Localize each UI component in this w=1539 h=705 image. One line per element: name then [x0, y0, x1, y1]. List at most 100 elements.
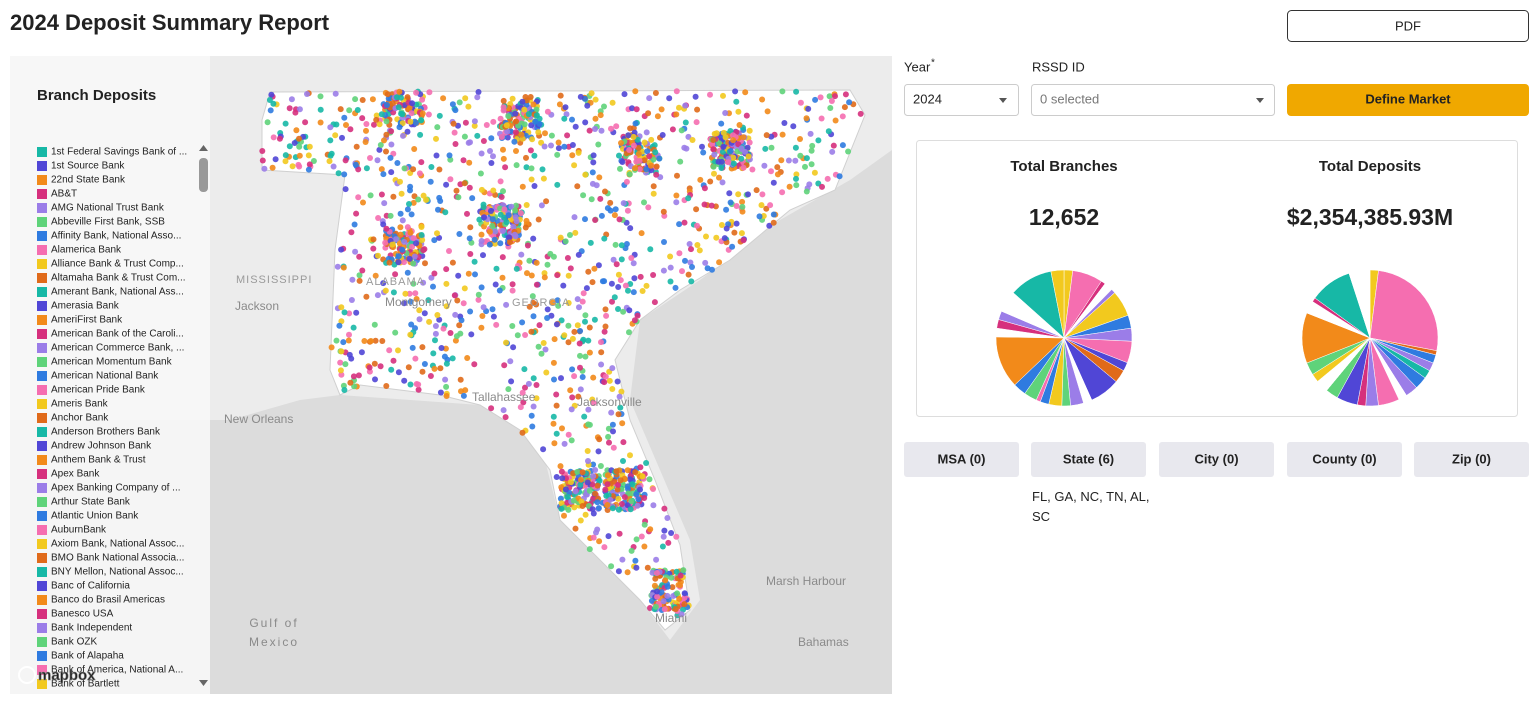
- rssd-label: RSSD ID: [1032, 59, 1085, 74]
- branch-dot: [502, 164, 509, 171]
- branch-dot: [661, 505, 668, 512]
- tab[interactable]: [1031, 442, 1146, 477]
- branch-dot: [332, 132, 339, 139]
- branch-dot: [433, 135, 439, 142]
- dropdown-arrow[interactable]: [1256, 98, 1264, 103]
- branch-dot: [355, 372, 362, 379]
- year-select-value[interactable]: 2024: [913, 91, 942, 106]
- legend-scrollbar[interactable]: [199, 158, 208, 192]
- branch-dot: [602, 373, 609, 380]
- branch-dot: [474, 132, 481, 139]
- branch-dot: [672, 284, 679, 291]
- tab-label[interactable]: MSA (0): [938, 451, 986, 466]
- branch-dot: [628, 255, 635, 261]
- year-select-box[interactable]: [904, 84, 1019, 116]
- branch-dot: [586, 546, 593, 553]
- branch-dot: [569, 142, 576, 148]
- tab-label[interactable]: Zip (0): [1452, 451, 1491, 466]
- pdf-button-box[interactable]: [1287, 10, 1529, 42]
- tab[interactable]: [904, 442, 1019, 477]
- rssd-select[interactable]: 0 selected: [1031, 84, 1275, 116]
- tab[interactable]: [1414, 442, 1529, 477]
- branch-dot: [421, 310, 428, 317]
- branch-dot: [733, 203, 740, 209]
- branch-dot: [500, 97, 507, 104]
- legend-label: Anderson Brothers Bank: [51, 427, 161, 438]
- year-select[interactable]: 2024: [904, 84, 1019, 116]
- pie-slice: [1369, 270, 1439, 352]
- branch-dot: [615, 284, 622, 290]
- pdf-button[interactable]: PDF: [1287, 10, 1529, 42]
- branch-dot: [528, 412, 535, 419]
- define-market-button[interactable]: Define Market: [1287, 84, 1529, 116]
- branch-dot: [729, 243, 736, 250]
- branch-dot: [353, 143, 360, 150]
- branch-dot: [590, 400, 597, 406]
- define-market-label[interactable]: Define Market: [1365, 91, 1451, 106]
- branch-dot: [317, 106, 324, 113]
- branch-dot: [576, 304, 582, 311]
- branch-dot: [356, 277, 363, 284]
- branch-dot: [819, 183, 825, 190]
- tab[interactable]: [1159, 442, 1274, 477]
- branch-dot: [526, 257, 533, 264]
- branch-dot: [460, 392, 467, 399]
- branch-dot: [582, 511, 589, 518]
- branch-dot: [616, 530, 623, 537]
- branch-dot: [432, 323, 439, 329]
- map[interactable]: MISSISSIPPI Jackson ALABAMA Montgomery G…: [10, 56, 892, 694]
- branch-dot: [623, 241, 630, 247]
- legend-label: Affinity Bank, National Asso...: [51, 231, 181, 242]
- branch-dot: [647, 162, 654, 169]
- branch-dot: [803, 115, 810, 122]
- branch-dot: [553, 391, 560, 398]
- branch-dot: [328, 150, 335, 157]
- branch-dot: [674, 590, 681, 597]
- branch-dot: [577, 364, 583, 371]
- dropdown-arrow[interactable]: [999, 98, 1007, 103]
- branch-dot: [443, 383, 450, 390]
- branch-dot: [500, 228, 506, 234]
- branch-dot: [420, 192, 427, 199]
- branch-dot: [433, 152, 440, 159]
- tab-label[interactable]: State (6): [1063, 451, 1114, 466]
- branch-dot: [582, 318, 588, 325]
- branch-dot: [395, 104, 402, 111]
- branch-dot: [641, 495, 648, 501]
- branch-dot: [630, 289, 637, 296]
- branch-dot: [420, 279, 427, 286]
- tab[interactable]: [1287, 442, 1402, 477]
- branch-dot: [590, 152, 597, 159]
- tab-label[interactable]: City (0): [1194, 451, 1238, 466]
- branch-dot: [612, 241, 619, 248]
- rssd-select-value[interactable]: 0 selected: [1040, 91, 1099, 106]
- branch-dot: [520, 399, 527, 406]
- branch-dot: [633, 491, 640, 498]
- branch-dot: [426, 318, 433, 325]
- branch-dot: [625, 287, 631, 294]
- branch-dot: [306, 143, 313, 150]
- branch-dot: [551, 376, 557, 383]
- branch-dot: [342, 157, 349, 164]
- branch-dot: [665, 539, 672, 546]
- tab-label[interactable]: County (0): [1312, 451, 1376, 466]
- rssd-select-box[interactable]: [1031, 84, 1275, 116]
- branch-dot: [497, 115, 504, 122]
- branch-dot: [528, 122, 535, 129]
- branch-dot: [421, 361, 428, 367]
- branch-dot: [561, 332, 568, 339]
- branch-dot: [579, 298, 586, 305]
- legend-label: Banesco USA: [51, 609, 114, 620]
- branch-dot: [565, 339, 572, 346]
- branch-dot: [388, 169, 395, 176]
- pdf-button-label[interactable]: PDF: [1395, 18, 1421, 33]
- branch-dot: [449, 101, 456, 108]
- legend-swatch: [37, 595, 47, 605]
- branch-dot: [658, 106, 665, 113]
- define-market-box[interactable]: [1287, 84, 1529, 116]
- branch-dot: [561, 115, 568, 122]
- branch-dot: [650, 183, 657, 190]
- branch-dot: [774, 164, 781, 171]
- branch-dot: [522, 224, 529, 231]
- branch-dot: [341, 171, 348, 178]
